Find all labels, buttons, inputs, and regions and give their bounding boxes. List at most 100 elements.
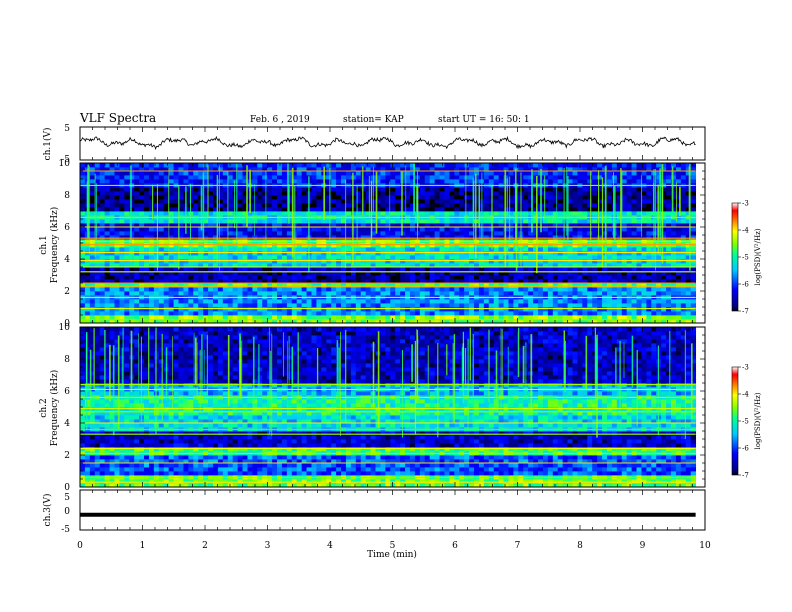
spectrogram-cell — [582, 315, 588, 320]
spectrogram-cell — [474, 167, 480, 172]
spectrogram-cell — [173, 283, 179, 288]
spectrogram-cell — [592, 303, 598, 308]
spectrogram-cell — [429, 319, 436, 323]
spectrogram-cell — [469, 171, 475, 176]
spectrogram-cell — [577, 271, 583, 276]
spectrogram-cell — [661, 207, 667, 212]
spectrogram-cell — [208, 227, 214, 232]
spectrogram-cell — [114, 211, 120, 216]
spectrogram-cell — [163, 219, 170, 224]
spectrogram-cell — [631, 275, 637, 280]
spectrogram-cell — [547, 235, 554, 240]
spectrogram-cell — [114, 187, 120, 192]
spectrogram-cell — [301, 303, 307, 308]
spectrogram-cell — [562, 231, 568, 236]
spectrogram-cell — [483, 227, 490, 232]
spectrogram-cell — [306, 291, 312, 296]
spectrogram-cell — [89, 275, 96, 280]
spectrogram-cell — [582, 243, 588, 248]
spectrogram-cell — [405, 175, 411, 180]
spectrogram-cell — [380, 311, 386, 316]
spectrogram-cell — [129, 175, 135, 180]
spectrogram-cell — [134, 279, 140, 284]
spectrogram-cell — [513, 311, 519, 316]
spectrogram-cell — [316, 319, 322, 323]
spectrogram-cell — [449, 223, 455, 228]
spectrogram-cell — [651, 267, 657, 272]
spectrogram-cell — [414, 259, 421, 264]
spectrogram-cell — [498, 179, 504, 184]
spectrogram-cell — [222, 315, 229, 320]
spectrogram-cell — [459, 191, 465, 196]
spectrogram-cell — [321, 223, 327, 228]
spectrogram-cell — [395, 307, 401, 312]
spectrogram-cell — [523, 291, 529, 296]
spectrogram-cell — [606, 279, 613, 284]
spectrogram-cell — [158, 275, 165, 280]
spectrogram-cell — [557, 287, 564, 292]
spectrogram-cell — [680, 179, 687, 184]
spectrogram-cell — [533, 287, 539, 292]
spectrogram-cell — [129, 307, 135, 312]
spectrogram-cell — [577, 287, 583, 292]
spectrogram-cell — [646, 311, 652, 316]
spectrogram-cell — [597, 319, 603, 323]
spectrogram-cell — [434, 279, 440, 284]
spectrogram-cell — [193, 207, 199, 212]
spectrogram-cell — [459, 263, 465, 268]
spectrogram-cell — [134, 271, 140, 276]
spectrogram-cell — [606, 271, 613, 276]
spectrogram-cell — [385, 271, 391, 276]
spectrogram-cell — [370, 243, 376, 248]
spectrogram-cell — [671, 303, 677, 308]
spectrogram-cell — [355, 187, 362, 192]
spectrogram-cell — [508, 255, 514, 260]
spectrogram-cell — [301, 247, 307, 252]
spectrogram-cell — [641, 307, 647, 312]
spectrogram-cell — [547, 279, 554, 284]
spectrogram-cell — [296, 315, 303, 320]
spectrogram-cell — [449, 227, 455, 232]
spectrogram-cell — [331, 319, 337, 323]
spectrogram-cell — [439, 259, 445, 264]
spectrogram-cell — [439, 179, 445, 184]
spectrogram-cell — [153, 235, 160, 240]
spectrogram-cell — [316, 307, 322, 312]
spectrogram-cell — [606, 207, 613, 212]
spectrogram-cell — [178, 275, 184, 280]
spectrogram-cell — [139, 171, 145, 176]
spectrogram-cell — [611, 291, 618, 296]
spectrogram-cell — [557, 195, 564, 200]
spectrogram-cell — [247, 259, 253, 264]
spectrogram-cell — [661, 219, 667, 224]
spectrogram-cell — [582, 211, 588, 216]
spectrogram-cell — [685, 243, 692, 248]
spectrogram-cell — [439, 267, 445, 272]
spectrogram-cell — [173, 299, 179, 304]
spectrogram-cell — [257, 287, 263, 292]
spectrogram-cell — [296, 195, 303, 200]
spectrogram-cell — [316, 259, 322, 264]
spectrogram-cell — [606, 263, 613, 268]
spectrogram-cell — [158, 283, 165, 288]
spectrogram-cell — [641, 203, 647, 208]
spectrogram-cell — [690, 267, 697, 272]
spectrogram-cell — [606, 283, 613, 288]
spectrogram-cell — [631, 307, 637, 312]
spectrogram-cell — [538, 283, 544, 288]
spectrogram-cell — [685, 283, 692, 288]
spectrogram-cell — [247, 227, 253, 232]
spectrogram-cell — [119, 171, 125, 176]
spectrogram-cell — [636, 219, 642, 224]
spectrogram-cell — [557, 235, 564, 240]
spectrogram-cell — [370, 231, 376, 236]
spectrogram-cell — [567, 203, 573, 208]
spectrogram-cell — [114, 243, 120, 248]
spectrogram-cell — [680, 207, 687, 212]
spectrogram-cell — [341, 311, 347, 316]
spectrogram-cell — [188, 207, 194, 212]
spectrogram-cell — [523, 247, 529, 252]
spectrogram-cell — [232, 171, 238, 176]
spectrogram-cell — [646, 287, 652, 292]
spectrogram-cell — [671, 319, 677, 323]
